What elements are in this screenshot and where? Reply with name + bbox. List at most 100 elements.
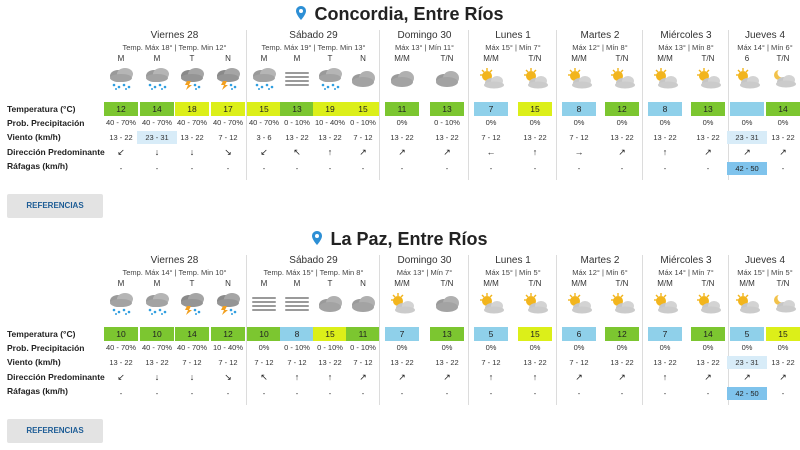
period-label: M/M bbox=[394, 279, 410, 288]
precipitation-cell: 0% bbox=[777, 343, 789, 352]
wind-cell: 13 - 22 bbox=[653, 358, 677, 367]
gust-cell: - bbox=[119, 164, 123, 173]
temperature-cell: 14 bbox=[140, 102, 174, 116]
precipitation-cell: 0% bbox=[529, 343, 541, 352]
period-label: M bbox=[293, 279, 301, 288]
gust-cell: 42 - 50 bbox=[727, 162, 767, 175]
references-button[interactable]: REFERENCIAS bbox=[7, 419, 103, 443]
day-temp-range: Máx 13° | Mín 11° bbox=[394, 43, 455, 52]
wind-direction-arrow-icon: → bbox=[574, 147, 584, 157]
gust-cell: 42 - 50 bbox=[727, 387, 767, 400]
gust-cell: - bbox=[226, 389, 230, 398]
fog-icon bbox=[283, 66, 311, 90]
day-name: Miércoles 3 bbox=[660, 255, 712, 266]
references-button[interactable]: REFERENCIAS bbox=[7, 194, 103, 218]
partly-cloudy-icon bbox=[477, 291, 505, 315]
period-label: M/M bbox=[571, 54, 587, 63]
gust-cell: - bbox=[328, 164, 332, 173]
day-name: Domingo 30 bbox=[397, 30, 452, 41]
wind-direction-arrow-icon: ↗ bbox=[779, 372, 787, 382]
temperature-cell: 13 bbox=[280, 102, 314, 116]
wind-cell: 7 - 12 bbox=[218, 133, 238, 142]
day-column: Lunes 1 Máx 15° | Mín 7° M/M 7 0% 7 - 12 ← - T/N… bbox=[468, 30, 557, 180]
row-label-precipitation: Prob. Precipitación bbox=[7, 343, 85, 353]
wind-direction-arrow-icon: ↗ bbox=[618, 372, 626, 382]
precipitation-cell: 0% bbox=[485, 343, 497, 352]
gust-cell: - bbox=[262, 389, 266, 398]
gust-cell: - bbox=[295, 164, 299, 173]
period-label: T/N bbox=[528, 54, 542, 63]
wind-direction-arrow-icon: ↙ bbox=[117, 147, 125, 157]
wind-cell: 13 - 22 bbox=[523, 358, 547, 367]
row-label-temperature: Temperatura (°C) bbox=[7, 329, 76, 339]
wind-cell: 13 - 22 bbox=[610, 133, 634, 142]
wind-direction-arrow-icon: ← bbox=[486, 147, 496, 157]
precipitation-cell: 40 - 70% bbox=[105, 343, 137, 352]
temperature-cell: 14 bbox=[175, 327, 209, 341]
wind-cell: 7 - 12 bbox=[254, 358, 274, 367]
precipitation-cell: 40 - 70% bbox=[141, 118, 173, 127]
period-column: M/M 5 0% 7 - 12 ↑ - bbox=[474, 255, 508, 405]
wind-direction-arrow-icon: ↗ bbox=[398, 147, 406, 157]
wind-direction-arrow-icon: ↑ bbox=[662, 147, 668, 157]
gust-cell: - bbox=[295, 389, 299, 398]
temperature-cell: 7 bbox=[474, 102, 508, 116]
temperature-cell: 8 bbox=[280, 327, 314, 341]
wind-direction-arrow-icon: ↗ bbox=[443, 147, 451, 157]
temperature-cell: 19 bbox=[313, 102, 347, 116]
temperature-cell: 15 bbox=[346, 102, 380, 116]
period-label: N bbox=[225, 279, 231, 288]
wind-cell: 7 - 12 bbox=[287, 358, 307, 367]
wind-direction-arrow-icon: ↑ bbox=[662, 372, 668, 382]
precipitation-cell: 0% bbox=[777, 118, 789, 127]
wind-direction-arrow-icon: ↑ bbox=[327, 147, 333, 157]
day-name: Lunes 1 bbox=[495, 255, 531, 266]
wind-direction-arrow-icon: ↘ bbox=[224, 372, 232, 382]
period-column: M/M 7 0% 13 - 22 ↗ - bbox=[385, 255, 419, 405]
period-column: N 12 10 - 40% 7 - 12 ↘ - bbox=[211, 255, 245, 405]
gust-cell: - bbox=[155, 164, 159, 173]
period-column: N 17 40 - 70% 7 - 12 ↘ - bbox=[211, 30, 245, 180]
day-name: Jueves 4 bbox=[744, 30, 786, 41]
rain-cloud-icon bbox=[316, 66, 344, 90]
wind-direction-arrow-icon: ↗ bbox=[443, 372, 451, 382]
partly-cloudy-icon bbox=[608, 291, 636, 315]
wind-direction-arrow-icon: ↑ bbox=[488, 372, 494, 382]
day-temp-range: Temp. Máx 15° | Temp. Min 8° bbox=[263, 268, 364, 277]
wind-cell: 13 - 22 bbox=[610, 358, 634, 367]
wind-direction-arrow-icon: ↗ bbox=[398, 372, 406, 382]
wind-cell: 13 - 22 bbox=[696, 358, 720, 367]
wind-cell: 13 - 22 bbox=[318, 358, 342, 367]
temperature-cell: 10 bbox=[247, 327, 281, 341]
wind-direction-arrow-icon: ↗ bbox=[779, 147, 787, 157]
day-column: Martes 2 Máx 12° | Mín 6° M/M 6 0% 7 - 12 ↗ - T/… bbox=[556, 255, 643, 405]
wind-direction-arrow-icon: ↓ bbox=[189, 147, 195, 157]
day-temp-range: Máx 15° | Mín 5° bbox=[485, 268, 541, 277]
day-temp-range: Máx 12° | Mín 8° bbox=[572, 43, 628, 52]
day-name: Martes 2 bbox=[580, 30, 620, 41]
period-column: T/N 12 0% 13 - 22 ↗ - bbox=[605, 255, 639, 405]
storm-cloud-icon bbox=[214, 291, 242, 315]
precipitation-cell: 0% bbox=[529, 118, 541, 127]
day-temp-range: Máx 15° | Mín 5° bbox=[737, 268, 793, 277]
gust-cell: - bbox=[119, 389, 123, 398]
wind-cell: 13 - 22 bbox=[435, 358, 459, 367]
row-label-temperature: Temperatura (°C) bbox=[7, 104, 76, 114]
precipitation-cell: 10 - 40% bbox=[314, 118, 346, 127]
gust-cell: - bbox=[781, 389, 785, 398]
period-label: M/M bbox=[394, 54, 410, 63]
day-name: Sábado 29 bbox=[289, 255, 338, 266]
gust-cell: - bbox=[663, 164, 667, 173]
partly-cloudy-icon bbox=[388, 291, 416, 315]
temperature-cell: 11 bbox=[385, 102, 419, 116]
period-column: N 15 0 - 10% 7 - 12 ↗ - bbox=[346, 30, 380, 180]
precipitation-cell: 0 - 10% bbox=[350, 118, 376, 127]
day-column: Lunes 1 Máx 15° | Mín 5° M/M 5 0% 7 - 12 ↑ - T/N… bbox=[468, 255, 557, 405]
day-temp-range: Máx 13° | Mín 8° bbox=[658, 43, 714, 52]
row-label-direction: Dirección Predominante bbox=[7, 372, 105, 382]
wind-cell: 13 - 22 bbox=[390, 358, 414, 367]
precipitation-cell: 0 - 10% bbox=[350, 343, 376, 352]
period-column: T/N 15 0% 13 - 22 ↑ - bbox=[518, 30, 552, 180]
period-column: T 18 40 - 70% 13 - 22 ↓ - bbox=[175, 30, 209, 180]
period-label: N bbox=[225, 54, 231, 63]
